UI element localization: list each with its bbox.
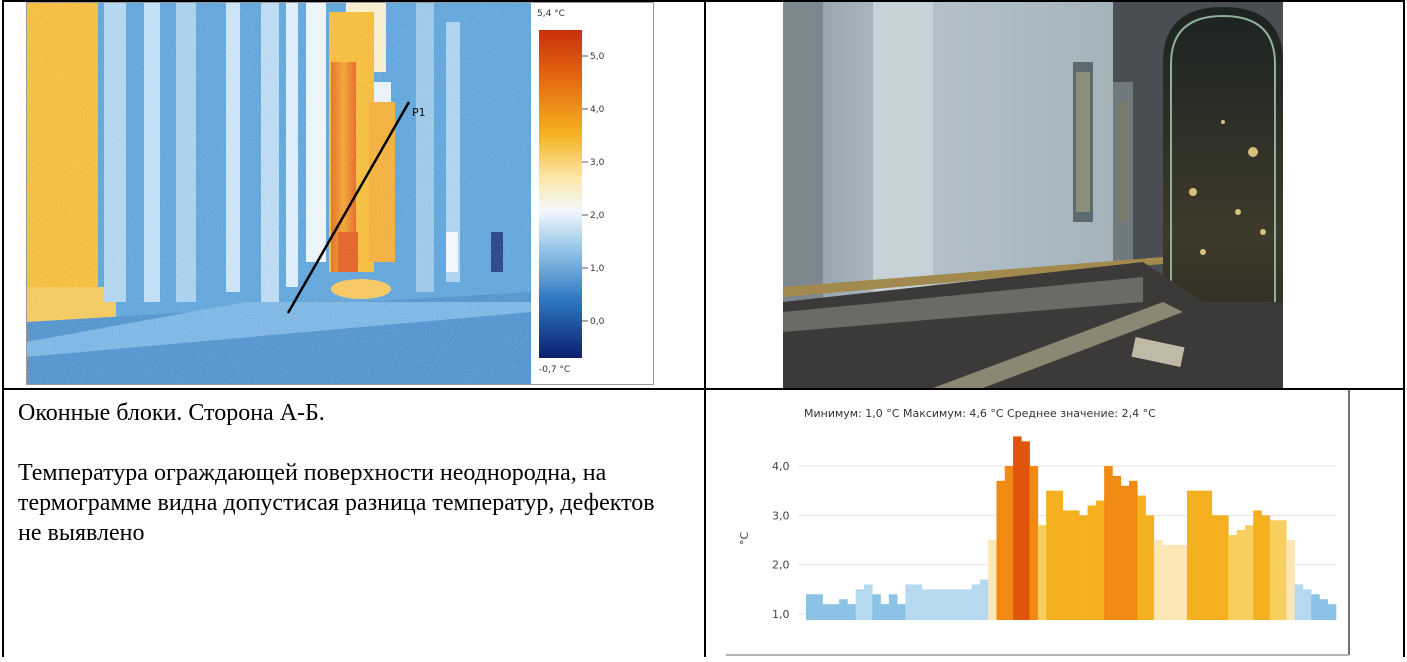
chart-bar <box>946 589 956 620</box>
chart-bar <box>1186 490 1196 620</box>
chart-ytick-label: 4,0 <box>772 460 790 473</box>
temperature-color-scale <box>539 30 582 358</box>
chart-bar <box>830 604 840 620</box>
table-border-row-divider <box>2 388 1405 390</box>
chart-bar <box>1137 495 1146 620</box>
chart-bar <box>888 594 898 620</box>
chart-bar <box>847 604 856 620</box>
chart-bar <box>1211 515 1221 620</box>
chart-bar <box>1021 441 1030 620</box>
scale-tick-label: 1,0 <box>590 264 605 274</box>
chart-bar <box>913 584 923 620</box>
chart-bar <box>897 604 906 620</box>
chart-bar <box>1319 599 1329 620</box>
chart-bar <box>1153 540 1163 620</box>
chart-bar <box>963 589 972 620</box>
profile-line-p1 <box>286 101 411 314</box>
chart-bar <box>806 594 815 620</box>
chart-ylabel: °C <box>738 532 751 546</box>
scale-ticks: 5,0 4,0 3,0 2,0 1,0 0,0 <box>582 52 605 327</box>
chart-yticks: 4,0 3,0 2,0 1,0 <box>772 460 790 621</box>
chart-bar <box>822 604 832 620</box>
chart-bar <box>1278 520 1287 620</box>
chart-ytick-label: 2,0 <box>772 559 790 572</box>
chart-bar <box>1261 515 1271 620</box>
chart-bar <box>814 594 823 620</box>
chart-bar <box>1253 510 1262 620</box>
temperature-profile-chart: Минимум: 1,0 °C Максимум: 4,6 °C Среднее… <box>706 390 1351 657</box>
chart-bar <box>1095 500 1105 620</box>
table-border-right <box>1403 0 1405 657</box>
chart-bars <box>806 436 1337 620</box>
chart-bar <box>1170 544 1179 620</box>
chart-bar <box>1046 490 1055 620</box>
chart-bar <box>1104 466 1113 620</box>
chart-bar <box>1087 505 1097 620</box>
chart-bar <box>1112 475 1121 620</box>
chart-bar <box>1236 530 1246 620</box>
chart-bar <box>1037 525 1047 620</box>
chart-bar <box>1244 525 1254 620</box>
chart-bar <box>1327 604 1337 620</box>
chart-bar <box>1128 480 1138 620</box>
chart-bar <box>880 604 890 620</box>
chart-bar <box>921 589 931 620</box>
scale-tick-label: 2,0 <box>590 211 605 221</box>
chart-ytick-label: 1,0 <box>772 608 790 621</box>
chart-bar <box>1178 544 1188 620</box>
scale-tick-label: 0,0 <box>590 317 605 327</box>
chart-bar <box>855 589 865 620</box>
chart-bar <box>1286 540 1295 620</box>
thermal-scene <box>26 2 531 385</box>
table-border-left <box>2 0 4 657</box>
caption-body: Температура ограждающей поверхности неод… <box>18 460 655 546</box>
chart-bar <box>1071 510 1080 620</box>
table-border-middle <box>704 0 706 657</box>
chart-bar <box>905 584 914 620</box>
chart-bar <box>1004 466 1014 620</box>
scale-tick-label: 3,0 <box>590 158 605 168</box>
chart-bar <box>996 480 1006 620</box>
chart-bar <box>1120 485 1130 620</box>
caption-cell: Оконные блоки. Сторона А-Б. Температура … <box>18 398 678 548</box>
chart-bar <box>1269 520 1279 620</box>
chart-bar <box>1013 436 1022 620</box>
chart-bar <box>971 584 981 620</box>
chart-bar <box>839 599 848 620</box>
chart-ytick-label: 3,0 <box>772 509 790 522</box>
chart-stats-text: Минимум: 1,0 °C Максимум: 4,6 °C Среднее… <box>804 407 1156 420</box>
chart-bar <box>1203 490 1213 620</box>
chart-bar <box>1311 594 1320 620</box>
chart-bar <box>930 589 939 620</box>
chart-bar <box>1220 515 1229 620</box>
chart-bar <box>988 540 997 620</box>
chart-bar <box>872 594 881 620</box>
chart-bar <box>1062 510 1072 620</box>
chart-bar <box>863 584 873 620</box>
scale-tick-label: 4,0 <box>590 105 605 115</box>
chart-bar <box>1228 535 1237 620</box>
chart-bar <box>938 589 948 620</box>
chart-bar <box>955 589 964 620</box>
profile-label-p1: P1 <box>412 106 426 119</box>
scale-tick-label: 5,0 <box>590 52 605 62</box>
scale-max-label: 5,4 °C <box>537 9 565 19</box>
chart-bar <box>1145 515 1155 620</box>
caption-title: Оконные блоки. Сторона А-Б. <box>18 400 325 426</box>
chart-bar <box>1162 544 1171 620</box>
facade-photo <box>783 2 1298 389</box>
chart-bar <box>1054 490 1064 620</box>
scale-min-label: -0,7 °C <box>539 365 570 375</box>
chart-bar <box>1195 490 1204 620</box>
chart-bar <box>1079 515 1088 620</box>
chart-bar <box>1294 584 1304 620</box>
chart-bar <box>979 579 989 620</box>
table-border-top <box>2 0 1405 2</box>
chart-bar <box>1302 589 1312 620</box>
photo-lights <box>1189 120 1266 255</box>
thermogram-image: P1 5,4 °C 5,0 4,0 3,0 2,0 1,0 0,0 -0,7 °… <box>26 2 654 385</box>
chart-bar <box>1029 466 1039 620</box>
